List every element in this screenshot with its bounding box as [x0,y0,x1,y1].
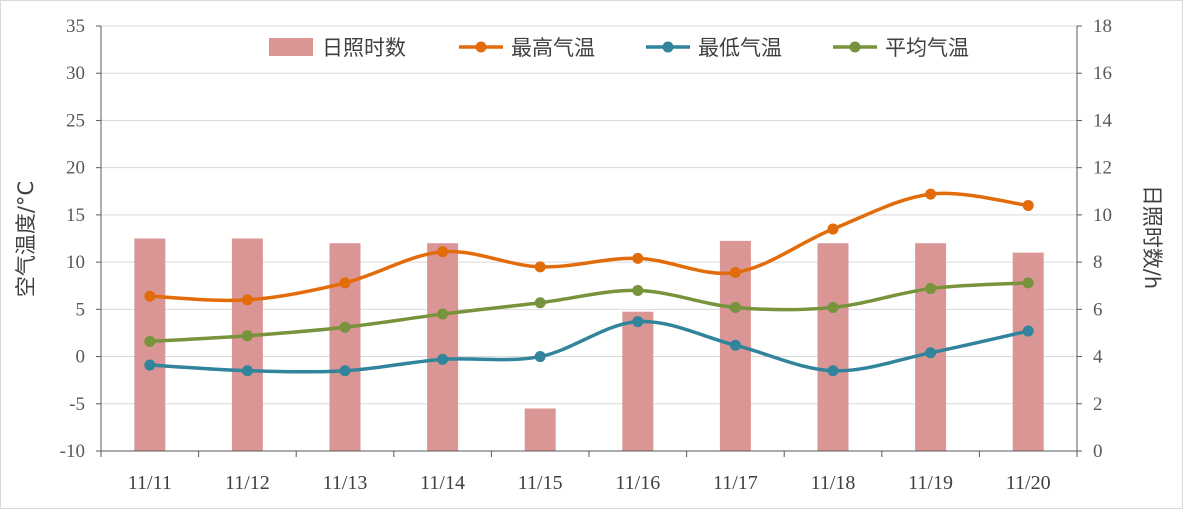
x-tick-label: 11/12 [225,472,270,494]
line-point-series-1 [339,277,351,289]
legend-swatch-marker [849,41,861,53]
y-right-tick-label: 0 [1093,441,1103,462]
line-point-series-3 [339,321,351,333]
line-point-series-1 [437,246,449,258]
bar-sunshine [622,311,654,451]
bar-sunshine [915,243,947,451]
y-left-tick-label: -10 [60,441,85,462]
legend-label: 最低气温 [698,36,782,60]
line-point-series-2 [632,316,644,328]
y-right-tick-label: 6 [1093,299,1103,320]
tick-labels: -10 -5 0 5 10 15 20 25 30 35 0 2 4 6 8 10 12 14 16 18 11/11 1… [60,16,1113,494]
y-right-tick-label: 2 [1093,394,1103,415]
line-point-series-3 [1022,277,1034,289]
y-right-tick-label: 4 [1093,347,1103,368]
line-point-series-1 [144,290,156,302]
line-point-series-1 [1022,199,1034,211]
sunshine-bars [134,238,1044,451]
line-point-series-3 [241,330,253,342]
y-left-tick-label: 20 [66,158,85,179]
y-left-tick-label: -5 [69,394,85,415]
line-point-series-3 [729,301,741,313]
y-axis-left-title: 空气温度/°C [14,181,38,297]
x-tick-label: 11/13 [323,472,368,494]
line-point-series-1 [729,267,741,278]
gridlines [101,25,1077,405]
y-right-tick-label: 16 [1093,63,1112,84]
line-point-series-1 [827,223,839,235]
x-tick-label: 11/20 [1006,472,1051,494]
x-tick-label: 11/16 [615,472,660,494]
line-point-series-2 [437,353,449,365]
y-left-tick-label: 5 [76,299,86,320]
bar-sunshine [231,238,263,451]
line-point-series-2 [827,365,839,377]
line-point-series-3 [437,308,449,320]
temperature-lines [144,188,1034,377]
line-series-1 [149,191,1029,303]
y-right-tick-label: 12 [1093,158,1112,179]
legend-swatch-marker [662,41,674,53]
line-point-series-3 [632,284,644,296]
line-point-series-1 [534,261,546,273]
y-left-tick-label: 10 [66,252,85,273]
bar-sunshine [427,243,459,451]
line-point-series-2 [241,365,253,377]
y-right-tick-label: 8 [1093,252,1103,273]
line-point-series-3 [925,283,937,295]
y-left-tick-label: 0 [76,347,86,368]
legend-swatch-bar [269,38,313,56]
y-right-tick-label: 10 [1093,205,1112,226]
legend: 日照时数 最高气温 最低气温 平均气温 [269,36,969,60]
bar-sunshine [329,243,361,451]
line-point-series-3 [827,301,839,313]
legend-label: 最高气温 [511,36,595,60]
line-point-series-2 [925,347,937,359]
x-tick-label: 11/19 [908,472,953,494]
y-left-tick-label: 15 [66,205,85,226]
y-left-tick-label: 25 [66,110,85,131]
y-left-tick-label: 35 [66,16,85,37]
line-point-series-2 [1022,325,1034,337]
legend-label: 日照时数 [322,36,406,60]
line-series-3 [149,281,1029,344]
line-point-series-2 [729,339,741,351]
bar-sunshine [524,408,556,451]
bar-sunshine [817,243,849,451]
x-tick-label: 11/14 [420,472,465,494]
y-right-tick-label: 14 [1093,110,1113,131]
y-axis-right-title: 日照时数/h [1140,185,1164,289]
line-point-series-2 [144,359,156,371]
line-point-series-2 [339,365,351,377]
y-right-tick-label: 18 [1093,16,1112,37]
x-tick-label: 11/11 [128,472,172,494]
line-point-series-3 [144,335,156,347]
line-point-series-2 [534,351,546,363]
line-point-series-1 [632,252,644,264]
legend-swatch-marker [475,41,487,53]
x-tick-label: 11/18 [811,472,856,494]
axes [96,25,1082,457]
line-point-series-3 [534,297,546,309]
x-tick-label: 11/17 [713,472,758,494]
x-tick-label: 11/15 [518,472,563,494]
line-point-series-1 [925,188,937,200]
line-point-series-1 [241,294,253,306]
line-series-2 [149,319,1029,374]
y-left-tick-label: 30 [66,63,85,84]
legend-label: 平均气温 [885,36,969,60]
